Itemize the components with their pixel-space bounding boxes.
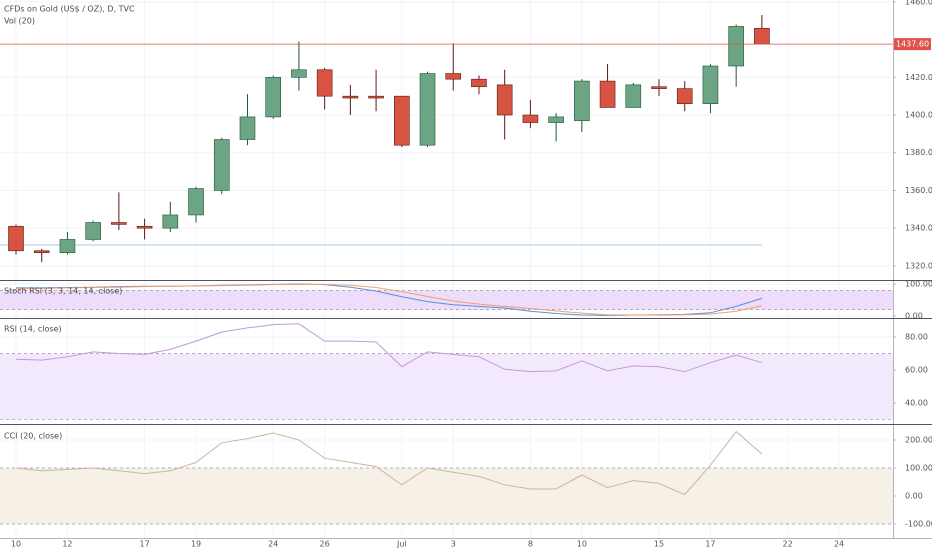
mark-layer — [0, 15, 893, 496]
x-tick-label: 3 — [451, 540, 456, 549]
y-tick-label: 1400.00 — [905, 111, 932, 120]
x-tick-label: 10 — [11, 540, 21, 549]
x-tick-label: Jul — [396, 540, 407, 549]
y-tick-label: 100.00 — [905, 464, 932, 473]
x-tick-label: 10 — [577, 540, 587, 549]
y-tick-label: 1380.00 — [905, 148, 932, 157]
candle-body — [522, 114, 539, 123]
x-tick-label: 12 — [62, 540, 72, 549]
y-tick-label: 1320.00 — [905, 261, 932, 270]
candle-body — [574, 80, 590, 121]
chart-subtitle: Vol (20) — [4, 17, 35, 26]
candle-body — [162, 214, 179, 229]
last-price-label: 1437.60 — [896, 40, 929, 49]
candle-body — [548, 116, 564, 123]
y-tick-label: 1360.00 — [905, 186, 932, 195]
x-tick-label: 19 — [191, 540, 201, 549]
candle-body — [702, 65, 719, 105]
pane-title: Stoch RSI (3, 3, 14, 14, close) — [4, 287, 122, 296]
candle-body — [213, 139, 230, 191]
band-fill — [0, 468, 893, 525]
y-tick-label: 1460.00 — [905, 0, 932, 6]
indicator-line — [15, 430, 763, 496]
candle-body — [728, 26, 744, 67]
y-tick-label: 80.00 — [905, 332, 928, 341]
y-tick-label: 0.00 — [905, 492, 923, 501]
axis-layer: 10 12 17 19 24 26 Jul 3 8 10 15 17 22 24 1320.00 1340.0… — [11, 0, 932, 549]
candle-body — [265, 77, 282, 118]
band-fill — [0, 353, 893, 420]
candle-body — [445, 73, 462, 80]
candle-body — [188, 188, 204, 216]
candle-body — [393, 95, 410, 146]
candle-body — [676, 88, 693, 105]
x-tick-label: 8 — [528, 540, 533, 549]
y-tick-label: 100.00 — [905, 280, 932, 289]
candle-body — [651, 86, 667, 89]
candle-body — [111, 222, 127, 225]
candle-body — [8, 225, 24, 252]
indicator-line — [15, 283, 762, 316]
candle-body — [754, 27, 770, 45]
x-tick-label: 15 — [654, 540, 664, 549]
candle-body — [33, 250, 50, 253]
y-tick-label: 1420.00 — [905, 73, 932, 82]
chart-title: CFDs on Gold (US$ / OZ), D, TVC — [4, 5, 135, 14]
x-tick-label: 22 — [783, 540, 793, 549]
candle-body — [136, 225, 153, 229]
x-tick-label: 17 — [140, 540, 150, 549]
y-tick-label: 200.00 — [905, 436, 932, 445]
y-tick-label: 60.00 — [905, 366, 928, 375]
y-tick-label: 0.00 — [905, 312, 923, 321]
y-tick-label: 40.00 — [905, 399, 928, 408]
indicator-line — [15, 323, 763, 373]
candle-body — [625, 84, 642, 108]
candle-body — [419, 73, 436, 146]
candle-body — [342, 95, 359, 99]
y-tick-label: 1340.00 — [905, 224, 932, 233]
candle-body — [368, 95, 384, 99]
pane-title: RSI (14, close) — [4, 325, 62, 334]
pane-title: CCI (20, close) — [4, 432, 62, 441]
x-tick-label: 26 — [320, 540, 330, 549]
candle-body — [85, 222, 101, 240]
candle-body — [471, 78, 487, 88]
candle-body — [316, 69, 333, 97]
x-tick-label: 17 — [705, 540, 715, 549]
x-tick-label: 24 — [834, 540, 844, 549]
x-tick-label: 24 — [268, 540, 278, 549]
candle-body — [59, 239, 76, 253]
candle-body — [239, 116, 256, 140]
candle-body — [496, 84, 513, 116]
last-price-marker — [894, 38, 931, 51]
candle-body — [599, 80, 616, 108]
candle-body — [291, 69, 307, 78]
y-tick-label: -100.00 — [905, 520, 932, 529]
